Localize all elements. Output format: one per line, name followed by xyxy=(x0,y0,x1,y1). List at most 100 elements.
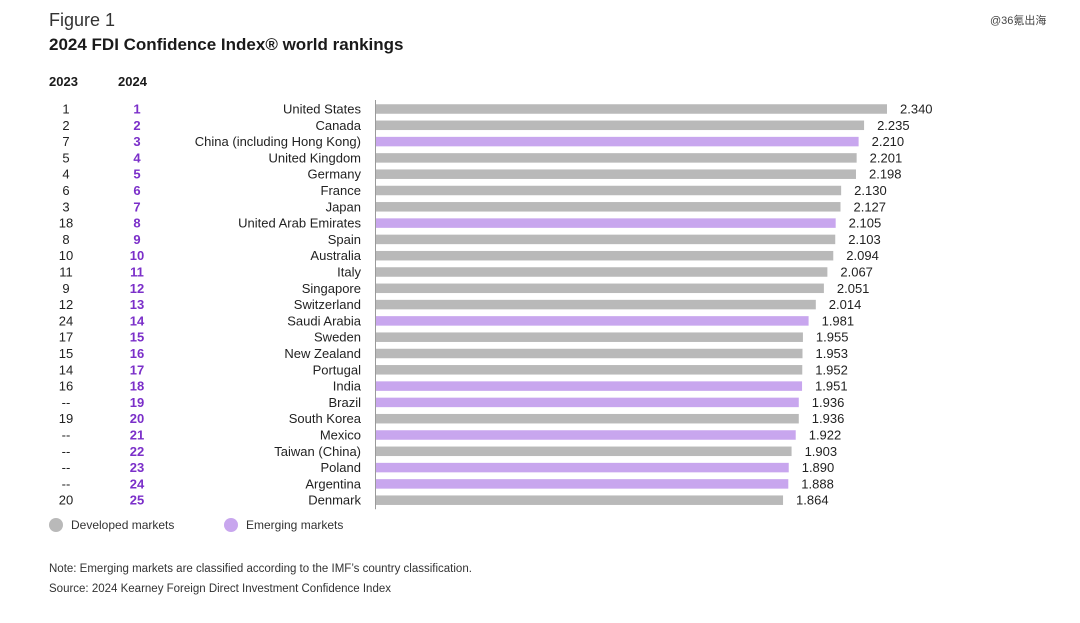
bar xyxy=(376,446,792,457)
bar xyxy=(376,299,816,310)
legend-developed-swatch xyxy=(49,518,63,532)
value-label: 2.210 xyxy=(872,134,905,149)
legend-developed: Developed markets xyxy=(49,518,174,532)
category-label: Mexico xyxy=(320,428,361,443)
value-label: 2.127 xyxy=(853,199,886,214)
rank-2023-label: 8 xyxy=(62,232,69,247)
bar xyxy=(376,120,865,131)
legend-developed-label: Developed markets xyxy=(71,518,175,532)
category-label: Italy xyxy=(337,265,361,280)
value-label: 2.051 xyxy=(837,281,870,296)
rank-2024-label: 10 xyxy=(130,248,144,263)
rank-2024-label: 8 xyxy=(133,216,140,231)
value-label: 2.067 xyxy=(840,265,873,280)
rank-2024-label: 23 xyxy=(130,460,144,475)
rank-2023-label: 3 xyxy=(62,199,69,214)
category-label: Taiwan (China) xyxy=(274,444,361,459)
category-label: Poland xyxy=(321,460,361,475)
legend-emerging: Emerging markets xyxy=(224,518,343,532)
rank-2024-label: 22 xyxy=(130,444,144,459)
rank-2023-label: 15 xyxy=(59,346,73,361)
rank-2024-label: 21 xyxy=(130,428,144,443)
rank-2023-label: 11 xyxy=(59,265,73,280)
column-header-2024: 2024 xyxy=(118,74,147,89)
bar xyxy=(376,332,803,342)
bar xyxy=(376,185,842,196)
rank-2024-label: 9 xyxy=(133,232,140,247)
rank-2023-label: 2 xyxy=(62,118,69,133)
footnote: Note: Emerging markets are classified ac… xyxy=(49,563,472,575)
value-label: 1.936 xyxy=(812,411,845,426)
rank-2023-label: -- xyxy=(62,460,71,475)
value-label: 1.888 xyxy=(801,476,834,491)
bar xyxy=(376,430,796,440)
rank-2023-label: -- xyxy=(62,428,71,443)
bar xyxy=(376,234,836,245)
bar xyxy=(376,316,809,326)
rank-2024-label: 2 xyxy=(133,118,140,133)
category-label: Germany xyxy=(308,167,362,182)
rank-2023-label: 9 xyxy=(62,281,69,296)
rank-2023-label: 5 xyxy=(62,150,69,165)
category-label: Denmark xyxy=(308,493,361,508)
category-label: India xyxy=(333,379,362,394)
rank-2023-label: 17 xyxy=(59,330,73,345)
value-label: 1.922 xyxy=(809,428,842,443)
rank-2024-label: 3 xyxy=(133,134,140,149)
rank-2023-label: 6 xyxy=(62,183,69,198)
rank-2023-label: -- xyxy=(62,476,71,491)
rank-2024-label: 15 xyxy=(130,330,144,345)
value-label: 1.952 xyxy=(815,362,848,377)
rank-2024-label: 24 xyxy=(130,476,145,491)
bar xyxy=(376,283,824,294)
rank-2023-label: 14 xyxy=(59,362,73,377)
category-label: Spain xyxy=(328,232,361,247)
rank-2024-label: 4 xyxy=(133,150,141,165)
rank-2024-label: 1 xyxy=(133,102,140,117)
bar xyxy=(376,479,789,489)
rank-2024-label: 18 xyxy=(130,379,144,394)
rank-2024-label: 12 xyxy=(130,281,144,296)
rank-2023-label: 20 xyxy=(59,493,73,508)
rank-2024-label: 20 xyxy=(130,411,144,426)
bar xyxy=(376,462,789,473)
bar xyxy=(376,169,856,179)
value-label: 1.890 xyxy=(802,460,835,475)
value-label: 1.955 xyxy=(816,330,849,345)
value-label: 1.936 xyxy=(812,395,845,410)
category-label: Brazil xyxy=(328,395,361,410)
value-label: 1.953 xyxy=(815,346,848,361)
bar xyxy=(376,136,859,147)
rank-2024-label: 25 xyxy=(130,493,144,508)
bar xyxy=(376,104,887,114)
rank-2023-label: -- xyxy=(62,444,71,459)
bar xyxy=(376,365,803,375)
chart-title: 2024 FDI Confidence Index® world ranking… xyxy=(49,35,404,54)
category-label: Canada xyxy=(315,118,361,133)
value-label: 2.014 xyxy=(829,297,862,312)
bar xyxy=(376,250,834,261)
bar xyxy=(376,397,799,408)
rank-2024-label: 6 xyxy=(133,183,140,198)
value-label: 2.235 xyxy=(877,118,910,133)
rank-2024-label: 19 xyxy=(130,395,144,410)
rank-2024-label: 7 xyxy=(133,199,140,214)
legend-emerging-label: Emerging markets xyxy=(246,518,344,532)
value-label: 1.981 xyxy=(822,313,855,328)
category-label: Singapore xyxy=(302,281,361,296)
category-label: Switzerland xyxy=(294,297,361,312)
value-label: 2.198 xyxy=(869,167,902,182)
value-label: 1.903 xyxy=(805,444,838,459)
figure-label: Figure 1 xyxy=(49,10,116,30)
value-label: 2.103 xyxy=(848,232,881,247)
rank-2023-label: 10 xyxy=(59,248,73,263)
rank-2024-label: 14 xyxy=(130,313,145,328)
rank-2023-label: 12 xyxy=(59,297,73,312)
watermark: @36氪出海 xyxy=(990,15,1047,27)
category-label: United Arab Emirates xyxy=(238,216,361,231)
category-label: Japan xyxy=(326,199,361,214)
bar xyxy=(376,218,836,228)
source-note: Source: 2024 Kearney Foreign Direct Inve… xyxy=(49,583,391,595)
category-label: United States xyxy=(283,102,362,117)
